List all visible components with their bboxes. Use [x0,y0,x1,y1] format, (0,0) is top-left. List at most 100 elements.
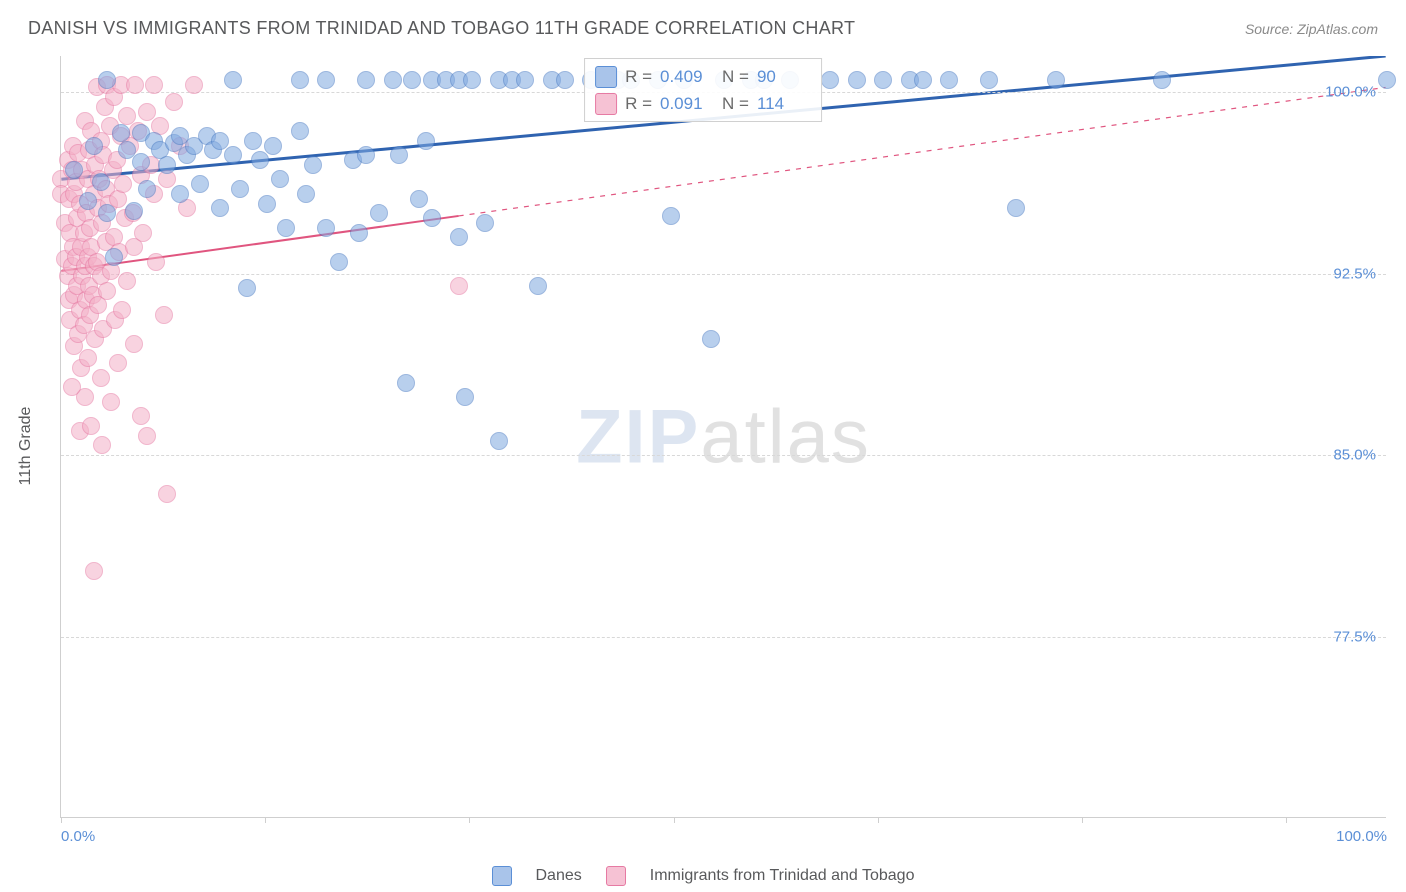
data-point [132,407,150,425]
data-point [191,175,209,193]
data-point [211,199,229,217]
x-tick-mark [469,817,470,823]
data-point [112,124,130,142]
data-point [291,122,309,140]
data-point [82,417,100,435]
data-point [155,306,173,324]
data-point [304,156,322,174]
data-point [264,137,282,155]
stat-r-value-0: 0.409 [660,63,714,90]
gridline-h [61,637,1386,638]
x-tick-mark [674,817,675,823]
data-point [450,228,468,246]
data-point [251,151,269,169]
data-point [821,71,839,89]
legend-label-tt: Immigrants from Trinidad and Tobago [650,867,915,885]
x-tick-mark [61,817,62,823]
data-point [370,204,388,222]
data-point [940,71,958,89]
stats-row-danes: R = 0.409 N = 90 [595,63,811,90]
stat-n-value-1: 114 [757,90,811,117]
gridline-h [61,274,1386,275]
data-point [145,76,163,94]
x-tick-label: 0.0% [61,828,95,845]
x-tick-mark [1286,817,1287,823]
data-point [113,301,131,319]
data-point [138,427,156,445]
data-point [317,219,335,237]
data-point [1007,199,1025,217]
x-tick-mark [878,817,879,823]
x-tick-mark [265,817,266,823]
y-tick-label: 100.0% [1325,84,1376,101]
stat-r-label-1: R = [625,90,652,117]
data-point [125,335,143,353]
chart-source: Source: ZipAtlas.com [1245,21,1378,37]
data-point [417,132,435,150]
data-point [98,204,116,222]
watermark: ZIPatlas [576,393,871,480]
data-point [138,180,156,198]
watermark-zip: ZIP [576,394,700,479]
data-point [403,71,421,89]
data-point [277,219,295,237]
stat-r-value-1: 0.091 [660,90,714,117]
data-point [224,146,242,164]
data-point [662,207,680,225]
stat-r-label-0: R = [625,63,652,90]
data-point [63,378,81,396]
y-tick-label: 77.5% [1333,628,1376,645]
data-point [556,71,574,89]
data-point [158,485,176,503]
legend-bottom: Danes Immigrants from Trinidad and Tobag… [0,866,1406,886]
data-point [1047,71,1065,89]
data-point [258,195,276,213]
data-point [65,161,83,179]
data-point [93,436,111,454]
scatter-chart: ZIPatlas 77.5%85.0%92.5%100.0%0.0%100.0% [60,56,1386,818]
y-tick-label: 92.5% [1333,265,1376,282]
legend-swatch-danes [492,866,512,886]
data-point [125,202,143,220]
data-point [490,432,508,450]
data-point [390,146,408,164]
data-point [171,185,189,203]
data-point [384,71,402,89]
data-point [317,71,335,89]
data-point [529,277,547,295]
legend-swatch-tt [606,866,626,886]
data-point [410,190,428,208]
data-point [165,93,183,111]
data-point [1378,71,1396,89]
swatch-danes [595,66,617,88]
data-point [138,103,156,121]
data-point [357,146,375,164]
data-point [126,76,144,94]
stat-n-label-1: N = [722,90,749,117]
data-point [79,349,97,367]
data-point [132,153,150,171]
data-point [85,562,103,580]
trend-lines [61,56,1386,817]
data-point [463,71,481,89]
data-point [476,214,494,232]
data-point [423,209,441,227]
stats-row-tt: R = 0.091 N = 114 [595,90,811,117]
gridline-h [61,455,1386,456]
data-point [158,156,176,174]
data-point [92,173,110,191]
x-tick-label: 100.0% [1336,828,1387,845]
data-point [185,76,203,94]
stats-legend-box: R = 0.409 N = 90 R = 0.091 N = 114 [584,58,822,122]
x-tick-mark [1082,817,1083,823]
data-point [224,71,242,89]
y-axis-label: 11th Grade [17,407,35,486]
data-point [297,185,315,203]
y-tick-label: 85.0% [1333,447,1376,464]
data-point [702,330,720,348]
data-point [98,71,116,89]
data-point [450,277,468,295]
data-point [1153,71,1171,89]
data-point [291,71,309,89]
legend-label-danes: Danes [536,867,582,885]
